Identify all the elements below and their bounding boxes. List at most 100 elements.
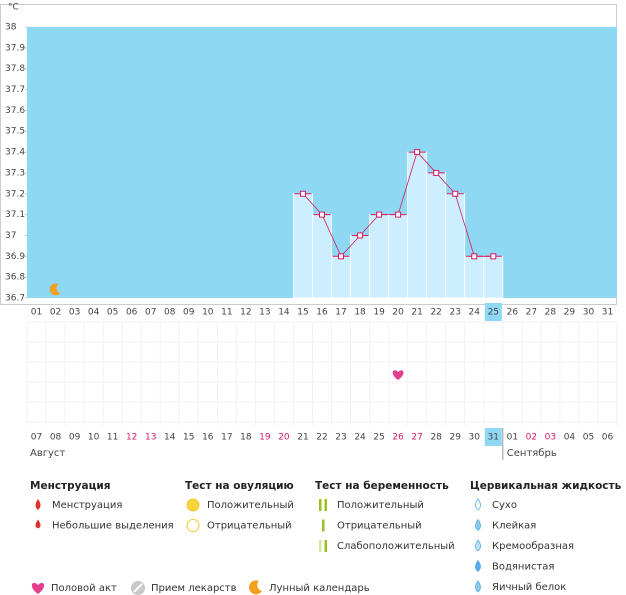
legend-item: Клейкая [492, 521, 536, 532]
legend-item: Водянистая [492, 562, 554, 573]
fluid-icon [475, 498, 481, 511]
temperature-point [471, 253, 478, 260]
moon-icon [249, 580, 262, 595]
date-label: 15 [183, 433, 194, 443]
day-label: 17 [335, 308, 346, 318]
temperature-point [490, 253, 497, 260]
day-label: 21 [411, 308, 422, 318]
today-cell [484, 428, 502, 446]
date-label: 13 [145, 433, 156, 443]
legend-item: Сухо [492, 500, 517, 511]
day-label: 24 [469, 308, 481, 318]
day-label: 08 [164, 308, 176, 318]
pill-icon [133, 583, 143, 593]
legend-title: Тест на овуляцию [185, 480, 294, 492]
legend-item: Положительный [337, 500, 424, 511]
date-label: 01 [507, 433, 518, 443]
date-label: 24 [354, 433, 366, 443]
drop-icon [35, 499, 41, 510]
day-label: 07 [145, 308, 156, 318]
test-icon [322, 519, 325, 532]
date-label: 18 [240, 433, 252, 443]
temperature-point [319, 211, 325, 218]
footer-legend-item: Половой акт [51, 583, 117, 594]
heart-icon [31, 582, 45, 594]
day-label: 12 [240, 308, 251, 318]
fluid-icon [475, 580, 481, 593]
drop-icon [35, 519, 41, 529]
date-label: 02 [526, 433, 537, 443]
date-label: 27 [411, 433, 422, 443]
temperature-point [357, 232, 364, 239]
y-tick-label: 37 [5, 231, 16, 241]
day-label: 06 [126, 308, 138, 318]
moon-icon [49, 283, 61, 296]
legend-item: Слабоположительный [337, 541, 455, 552]
temperature-bar [426, 172, 447, 299]
y-tick-label: 36.8 [5, 273, 25, 283]
date-label: 21 [297, 433, 308, 443]
date-label: 23 [335, 433, 346, 443]
y-tick-label: 37.9 [5, 43, 25, 53]
y-tick-label: 37.3 [5, 168, 25, 178]
date-label: 22 [316, 433, 327, 443]
day-label: 18 [354, 308, 366, 318]
day-label: 16 [316, 308, 328, 318]
day-label: 05 [107, 308, 118, 318]
day-label: 10 [202, 308, 214, 318]
day-label: 13 [259, 308, 270, 318]
y-tick-label: 37.5 [5, 127, 25, 137]
y-tick-label: 36.9 [5, 252, 25, 262]
test-icon [319, 540, 322, 552]
day-label: 14 [278, 308, 290, 318]
date-label: 19 [259, 433, 271, 443]
date-label: 10 [88, 433, 100, 443]
temperature-point [338, 253, 345, 260]
y-tick-label: 37.7 [5, 85, 25, 95]
day-label: 09 [183, 308, 195, 318]
month-label: Август [30, 448, 65, 459]
legend-item: Отрицательный [337, 521, 422, 532]
date-label: 09 [69, 433, 81, 443]
day-label: 28 [545, 308, 557, 318]
date-label: 30 [469, 433, 481, 443]
day-label: 02 [50, 308, 61, 318]
fluid-icon [475, 518, 481, 532]
date-label: 20 [278, 433, 290, 443]
date-label: 25 [373, 433, 384, 443]
temperature-point [433, 169, 440, 176]
temperature-bar [483, 255, 504, 299]
temperature-point [376, 211, 383, 218]
temperature-point [452, 190, 459, 197]
ovulation-icon [186, 519, 200, 532]
day-label: 31 [602, 308, 613, 318]
day-label: 03 [69, 308, 80, 318]
y-tick-label: 37.2 [5, 189, 25, 199]
date-label: 31 [488, 433, 499, 443]
y-tick-label: 36.7 [5, 294, 25, 304]
date-label: 17 [221, 433, 232, 443]
month-label: Сентябрь [507, 448, 557, 459]
fluid-icon [475, 539, 481, 552]
date-label: 08 [50, 433, 62, 443]
y-tick-label: 37.8 [5, 64, 25, 74]
test-icon [319, 499, 322, 511]
day-label: 19 [373, 308, 385, 318]
temperature-point [299, 190, 306, 197]
temperature-point [395, 211, 402, 218]
day-label: 15 [297, 308, 308, 318]
legend-item: Менструация [52, 500, 122, 511]
day-label: 01 [31, 308, 42, 318]
y-tick-label: 37.6 [5, 106, 25, 116]
date-label: 14 [164, 433, 176, 443]
date-label: 12 [126, 433, 137, 443]
legend-item: Кремообразная [492, 541, 574, 552]
y-tick-label: 37.1 [5, 210, 25, 220]
heart-icon [392, 370, 404, 380]
date-label: 16 [202, 433, 214, 443]
date-label: 29 [449, 433, 461, 443]
day-label: 20 [392, 308, 404, 318]
today-cell [484, 303, 502, 321]
day-label: 25 [488, 308, 499, 318]
date-label: 05 [583, 433, 594, 443]
